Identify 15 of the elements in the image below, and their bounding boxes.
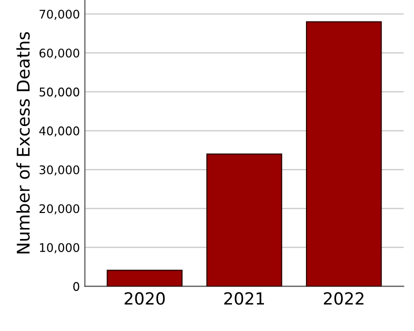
y-tick-label: 30,000 — [40, 165, 80, 176]
y-tick-label: 40,000 — [39, 126, 80, 137]
y-tick-label: 10,000 — [40, 243, 80, 254]
y-tick-label: 0 — [73, 282, 80, 291]
y-tick-label: 50,000 — [40, 88, 80, 98]
y-tick-label: 70,000 — [40, 10, 80, 20]
y-tick-label: 60,000 — [40, 48, 80, 59]
x-tick-label: 2021 — [224, 292, 264, 305]
bar — [206, 153, 282, 286]
y-axis-title: Number of Excess Deaths — [16, 32, 30, 254]
x-tick-label: 2022 — [324, 292, 364, 305]
y-tick-label: 20,000 — [40, 204, 80, 214]
x-tick-label: 2020 — [124, 292, 165, 305]
bar — [306, 21, 382, 286]
bar — [106, 270, 183, 286]
